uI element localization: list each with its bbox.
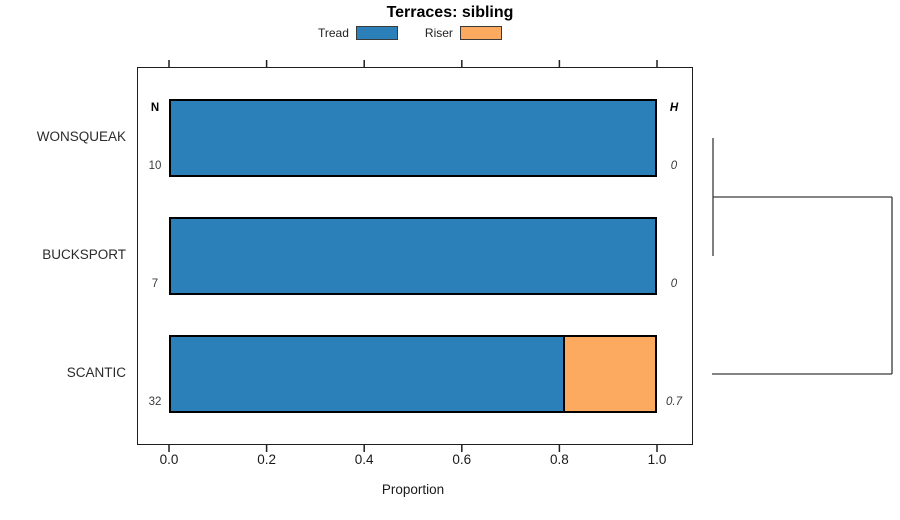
n-column-header: N bbox=[150, 102, 160, 114]
x-axis-label: Proportion bbox=[381, 482, 445, 497]
legend-label-riser: Riser bbox=[424, 26, 453, 40]
legend-swatch-tread bbox=[355, 26, 398, 40]
chart-title: Terraces: sibling bbox=[386, 4, 514, 21]
h-value: 0 bbox=[670, 278, 678, 290]
n-value: 10 bbox=[148, 160, 162, 172]
legend-item-tread: Tread bbox=[318, 26, 398, 40]
n-value: 7 bbox=[151, 278, 159, 290]
h-value: 0 bbox=[670, 160, 678, 172]
x-tick-label: 0.6 bbox=[452, 452, 472, 467]
bar-segment-tread bbox=[171, 219, 655, 293]
h-value: 0.7 bbox=[666, 396, 682, 408]
category-label-scantic: SCANTIC bbox=[66, 365, 126, 380]
n-value: 32 bbox=[148, 396, 162, 408]
bar-bucksport bbox=[169, 217, 657, 295]
category-label-wonsqueak: WONSQUEAK bbox=[36, 129, 126, 144]
legend-swatch-riser bbox=[459, 26, 502, 40]
bar-segment-tread bbox=[171, 337, 564, 411]
legend: Tread Riser bbox=[318, 26, 502, 40]
h-column-header: H bbox=[669, 102, 679, 114]
bar-scantic bbox=[169, 335, 657, 413]
bar-wonsqueak bbox=[169, 99, 657, 177]
x-tick-label: 0.8 bbox=[550, 452, 569, 467]
x-tick-label: 0.0 bbox=[159, 452, 179, 467]
bar-segment-tread bbox=[171, 101, 655, 175]
x-tick-label: 1.0 bbox=[647, 452, 667, 467]
bar-segment-riser bbox=[563, 337, 655, 411]
legend-item-riser: Riser bbox=[425, 26, 502, 40]
category-label-bucksport: BUCKSPORT bbox=[42, 247, 126, 262]
x-tick-label: 0.4 bbox=[354, 452, 374, 467]
legend-label-tread: Tread bbox=[318, 26, 349, 40]
x-tick-label: 0.2 bbox=[257, 452, 276, 467]
